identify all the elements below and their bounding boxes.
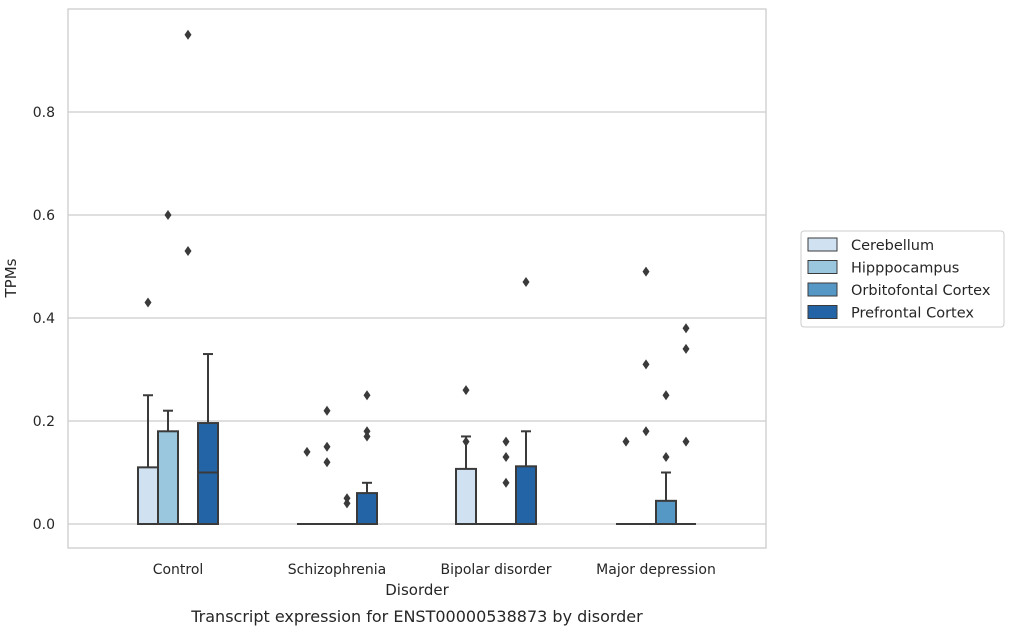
outlier-point bbox=[363, 390, 371, 401]
box-prefrontal-cortex-1 bbox=[356, 390, 378, 526]
outlier-point bbox=[363, 431, 371, 442]
box-hipppocampus-1 bbox=[317, 405, 337, 525]
outlier-point bbox=[184, 29, 192, 40]
outlier-point bbox=[323, 457, 331, 468]
outlier-point bbox=[522, 276, 530, 287]
legend-swatch bbox=[807, 237, 838, 252]
box-prefrontal-cortex-3 bbox=[676, 323, 696, 525]
outlier-point bbox=[642, 359, 650, 370]
y-axis-label: TPMs bbox=[2, 258, 20, 298]
legend-items: Cerebellum Hipppocampus Orbitofontal Corte… bbox=[807, 237, 991, 322]
outlier-point bbox=[682, 343, 690, 354]
outlier-point bbox=[144, 297, 152, 308]
legend-frame bbox=[800, 230, 1005, 328]
x-axis-ticks: Control Schizophrenia Bipolar disorder Majo… bbox=[153, 562, 716, 578]
y-tick-label: 0.6 bbox=[33, 208, 55, 224]
box-body bbox=[515, 465, 537, 526]
x-tick-label: Major depression bbox=[596, 562, 716, 578]
y-tick-label: 0.0 bbox=[33, 517, 55, 533]
y-tick-label: 0.8 bbox=[33, 105, 55, 121]
plot-frame bbox=[67, 8, 767, 549]
box-body bbox=[137, 466, 159, 526]
box-orbitofontal-cortex-2 bbox=[496, 436, 516, 525]
legend: Cerebellum Hipppocampus Orbitofontal Corte… bbox=[800, 230, 1005, 328]
outlier-point bbox=[642, 266, 650, 277]
outlier-point bbox=[343, 493, 351, 504]
legend-label: Cerebellum bbox=[851, 238, 934, 254]
outlier-point bbox=[363, 426, 371, 437]
box-cerebellum-1 bbox=[297, 446, 317, 525]
box-orbitofontal-cortex-0 bbox=[178, 29, 198, 525]
outlier-point bbox=[622, 436, 630, 447]
outlier-point bbox=[682, 323, 690, 334]
x-tick-label: Bipolar disorder bbox=[440, 562, 551, 578]
box-cerebellum-2 bbox=[455, 385, 477, 525]
outlier-point bbox=[662, 452, 670, 463]
box-cerebellum-3 bbox=[616, 436, 636, 525]
box-body bbox=[157, 430, 179, 525]
y-axis-ticks: 0.0 0.2 0.4 0.6 0.8 bbox=[33, 105, 55, 533]
legend-swatch bbox=[807, 260, 838, 274]
outlier-point bbox=[462, 385, 470, 396]
box-body bbox=[197, 422, 219, 525]
box-body bbox=[356, 492, 378, 526]
box-body bbox=[455, 467, 477, 525]
x-axis-label: Disorder bbox=[385, 581, 449, 599]
x-tick-label: Schizophrenia bbox=[288, 562, 386, 578]
legend-swatch bbox=[807, 305, 838, 319]
legend-swatch bbox=[807, 282, 838, 297]
outlier-point bbox=[502, 436, 510, 447]
outlier-point bbox=[662, 390, 670, 401]
outlier-point bbox=[184, 246, 192, 257]
box-orbitofontal-cortex-1 bbox=[337, 493, 357, 525]
outlier-point bbox=[462, 436, 470, 447]
outlier-point bbox=[323, 441, 331, 452]
chart-caption: Transcript expression for ENST0000053887… bbox=[190, 607, 643, 626]
outlier-point bbox=[343, 498, 351, 509]
y-tick-label: 0.2 bbox=[33, 414, 55, 430]
outlier-point bbox=[303, 446, 311, 457]
outlier-point bbox=[682, 436, 690, 447]
box-hipppocampus-3 bbox=[636, 266, 656, 525]
legend-label: Hipppocampus bbox=[851, 261, 959, 277]
outlier-point bbox=[642, 426, 650, 437]
outlier-point bbox=[502, 477, 510, 488]
x-tick-label: Control bbox=[153, 562, 204, 578]
box-hipppocampus-0 bbox=[157, 210, 179, 525]
legend-label: Prefrontal Cortex bbox=[851, 306, 974, 322]
box-prefrontal-cortex-0 bbox=[197, 353, 219, 525]
outlier-point bbox=[502, 452, 510, 463]
legend-label: Orbitofontal Cortex bbox=[851, 283, 991, 299]
y-tick-label: 0.4 bbox=[33, 311, 55, 327]
box-orbitofontal-cortex-3 bbox=[655, 390, 677, 526]
boxes bbox=[137, 29, 696, 526]
outlier-point bbox=[164, 210, 172, 220]
box-prefrontal-cortex-2 bbox=[515, 276, 537, 526]
outlier-point bbox=[323, 405, 331, 416]
box-body bbox=[655, 499, 677, 526]
